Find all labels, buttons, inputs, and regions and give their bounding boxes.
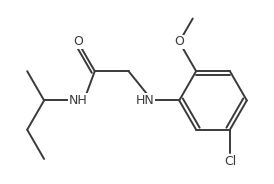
Text: O: O [174, 36, 184, 48]
Text: O: O [73, 36, 83, 48]
Text: Cl: Cl [224, 155, 236, 168]
Text: HN: HN [136, 94, 155, 107]
Text: NH: NH [68, 94, 87, 107]
